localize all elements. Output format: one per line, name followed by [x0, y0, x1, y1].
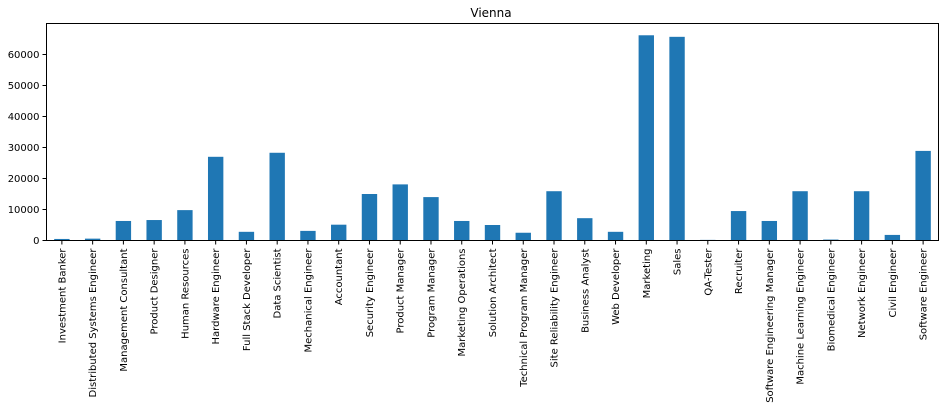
bar-24 [792, 191, 808, 241]
bar-7 [269, 152, 285, 241]
x-tick-label-23: Software Engineering Manager [765, 248, 776, 403]
x-tick-label-28: Software Engineer [919, 248, 930, 341]
y-tick-label-3: 30000 [8, 143, 40, 154]
bar-27 [884, 234, 901, 241]
bar-26 [853, 191, 870, 241]
bar-9 [331, 224, 347, 241]
bar-6 [238, 231, 255, 241]
bar-3 [146, 220, 162, 241]
x-tick-label-21: QA-Tester [703, 248, 714, 296]
x-tick-label-11: Product Manager [396, 248, 407, 334]
plot-frame [46, 23, 939, 241]
x-tick-label-20: Sales [673, 249, 684, 276]
x-axis: Investment Banker Distributed Systems Eng… [57, 240, 930, 403]
y-tick-label-2: 20000 [8, 174, 40, 185]
bar-13 [454, 220, 470, 241]
bar-22 [730, 211, 747, 241]
bar-12 [423, 197, 439, 241]
chart-title: Vienna [470, 6, 511, 20]
bar-5 [207, 156, 224, 241]
bar-20 [669, 36, 685, 241]
bar-23 [761, 220, 778, 241]
bar-11 [392, 184, 408, 241]
x-tick-label-18: Web Developer [611, 248, 622, 325]
x-tick-label-7: Data Scientist [273, 248, 284, 318]
bars-group [54, 35, 931, 241]
x-tick-label-9: Accountant [334, 248, 345, 305]
bar-8 [300, 230, 316, 241]
y-tick-label-6: 60000 [8, 50, 40, 61]
y-tick-label-1: 10000 [8, 205, 40, 216]
x-tick-label-14: Solution Architect [488, 248, 499, 337]
bar-2 [115, 220, 132, 241]
x-tick-label-17: Business Analyst [580, 248, 591, 332]
x-tick-label-6: Full Stack Developer [242, 248, 253, 351]
x-tick-label-1: Distributed Systems Engineer [88, 248, 99, 398]
bar-16 [546, 191, 562, 241]
x-tick-label-24: Machine Learning Engineer [796, 248, 807, 385]
y-tick-label-5: 50000 [8, 81, 40, 92]
x-tick-label-2: Management Consultant [119, 248, 130, 371]
y-tick-label-4: 40000 [8, 112, 40, 123]
bar-18 [607, 231, 624, 241]
x-tick-label-12: Program Manager [426, 248, 437, 338]
bar-4 [177, 210, 193, 241]
x-tick-label-26: Network Engineer [857, 248, 868, 338]
x-tick-label-19: Marketing [642, 249, 653, 299]
bar-15 [515, 232, 531, 241]
bar-10 [361, 194, 378, 241]
x-tick-label-27: Civil Engineer [888, 248, 899, 318]
x-tick-label-8: Mechanical Engineer [303, 248, 314, 353]
bar-14 [484, 225, 501, 241]
x-tick-label-0: Investment Banker [57, 248, 68, 344]
bar-0 [54, 238, 70, 241]
y-axis: 0 10000 20000 30000 40000 50000 60000 [8, 50, 47, 247]
bar-28 [915, 150, 931, 241]
x-tick-label-10: Security Engineer [365, 248, 376, 338]
x-tick-label-16: Site Reliability Engineer [550, 248, 561, 368]
x-tick-label-13: Marketing Operations [457, 249, 468, 357]
x-tick-label-22: Recruiter [734, 248, 745, 294]
y-tick-label-0: 0 [33, 236, 39, 247]
x-tick-label-4: Human Resources [180, 249, 191, 339]
x-tick-label-25: Biomedical Engineer [826, 248, 837, 352]
x-tick-label-5: Hardware Engineer [211, 248, 222, 345]
x-tick-label-3: Product Designer [150, 248, 161, 335]
bar-19 [638, 35, 654, 241]
x-tick-label-15: Technical Program Manager [519, 248, 530, 388]
bar-17 [577, 218, 593, 241]
bar-1 [84, 238, 101, 241]
